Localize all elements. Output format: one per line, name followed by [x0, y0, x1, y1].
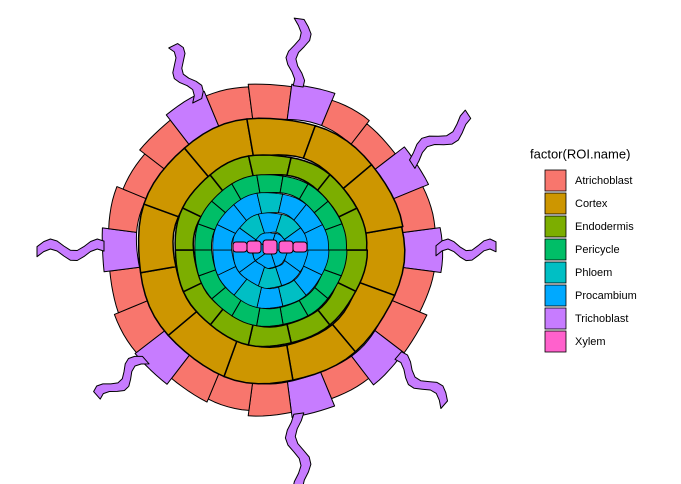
legend-label: Xylem [575, 336, 606, 348]
legend-key [544, 169, 567, 192]
root-hair [93, 355, 150, 400]
legend-key [544, 215, 567, 238]
xylem-cell [292, 241, 308, 253]
atrichoblast-cell [247, 83, 292, 122]
legend-key [544, 307, 567, 330]
legend-key [544, 284, 567, 307]
legend-key [544, 330, 567, 353]
trichoblast-cell [101, 227, 140, 273]
legend-label: Atrichoblast [575, 175, 632, 187]
root-hair [36, 238, 105, 261]
legend-label: Phloem [575, 267, 612, 279]
atrichoblast-cell [247, 381, 292, 417]
legend-key [544, 192, 567, 215]
cell-map [36, 17, 497, 484]
root-hair [435, 238, 497, 262]
xylem-cell [232, 241, 248, 253]
pericycle-cell [256, 306, 284, 327]
root-hair [168, 43, 204, 104]
legend-key [544, 261, 567, 284]
legend-label: Pericycle [575, 244, 620, 256]
legend-label: Trichoblast [575, 313, 628, 325]
root-hair [285, 17, 312, 88]
xylem-cell [246, 240, 262, 254]
root-hair [394, 351, 448, 409]
root-hair [284, 412, 312, 484]
legend-title: factor(ROI.name) [530, 146, 630, 161]
legend-label: Cortex [575, 198, 608, 210]
endodermis-cell [247, 154, 292, 178]
root-hair [409, 109, 472, 169]
legend-label: Procambium [575, 290, 637, 302]
xylem-cell [262, 239, 278, 255]
legend-key [544, 238, 567, 261]
legend: factor(ROI.name) Atrichoblast Cortex Endod… [530, 146, 637, 353]
pericycle-cell [256, 174, 284, 194]
endodermis-cell [247, 323, 292, 348]
legend-label: Endodermis [575, 221, 634, 233]
xylem-cell [278, 240, 294, 254]
